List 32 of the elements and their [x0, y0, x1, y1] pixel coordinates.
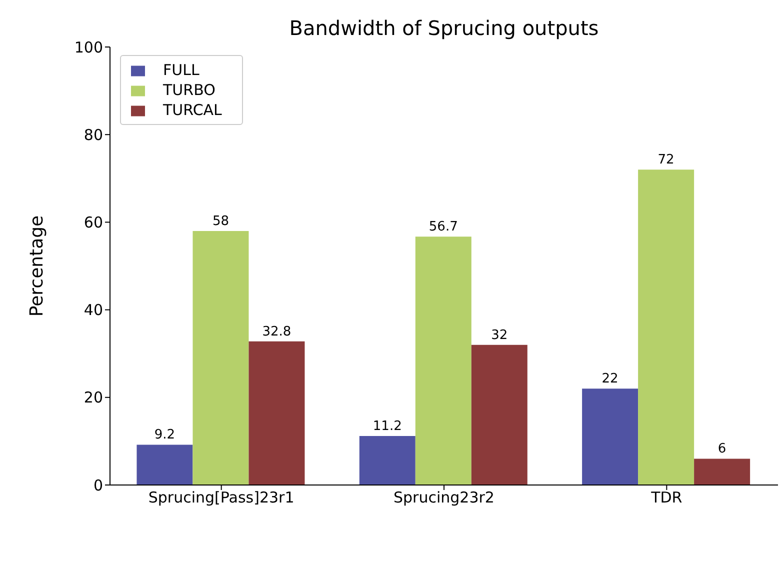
data-label: 56.7 [428, 220, 458, 235]
x-tick-label: TDR [650, 488, 682, 507]
x-tick-label: Sprucing23r2 [394, 488, 494, 507]
y-tick-label: 0 [93, 476, 103, 494]
y-tick-label: 100 [74, 38, 103, 56]
bar [136, 444, 193, 485]
y-tick-label: 20 [84, 388, 103, 407]
data-label: 32 [491, 328, 508, 343]
y-tick-label: 40 [84, 301, 103, 320]
data-label: 72 [658, 152, 674, 168]
data-label: 6 [718, 442, 726, 457]
chart-title: Bandwidth of Sprucing outputs [288, 16, 600, 40]
y-tick-label: 60 [84, 214, 103, 232]
bar [638, 170, 694, 485]
x-tick-label: Sprucing[Pass]23r1 [148, 488, 294, 507]
data-label: 11.2 [372, 418, 402, 434]
y-axis-title: Percentage [26, 215, 48, 317]
y-tick-label: 80 [84, 126, 103, 144]
legend-label: TURCAL [163, 101, 222, 119]
bar [359, 436, 416, 485]
bar [415, 236, 472, 485]
data-label: 58 [212, 214, 229, 229]
legend-label: FULL [163, 61, 200, 79]
data-label: 32.8 [262, 324, 292, 340]
data-label: 9.2 [154, 428, 176, 443]
data-label: 22 [602, 372, 618, 387]
bar [471, 344, 528, 485]
bar [582, 388, 638, 485]
bar [694, 458, 750, 485]
bar [192, 230, 249, 485]
bar [248, 341, 305, 485]
legend-label: TURBO [163, 81, 216, 99]
